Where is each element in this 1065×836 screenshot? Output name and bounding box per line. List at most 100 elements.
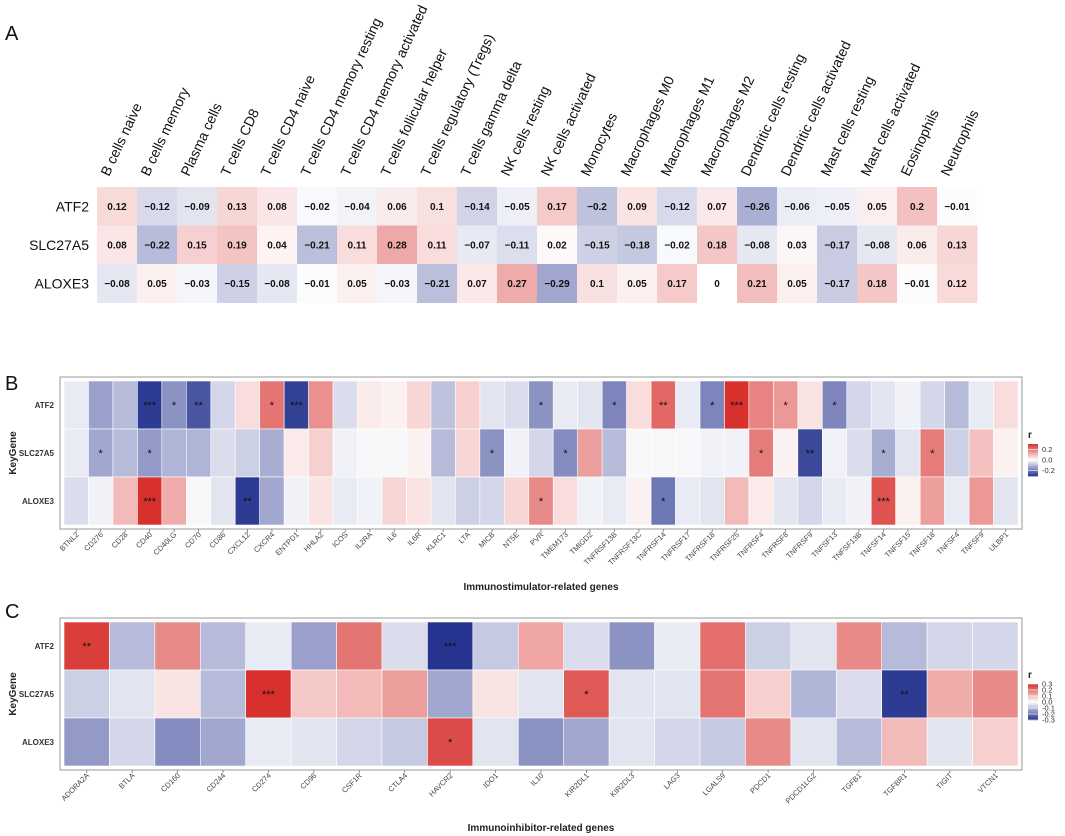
legend-swatch-b-14 — [1028, 458, 1038, 461]
cell-aloxe3-lag3 — [654, 717, 701, 767]
significance-slc27a5-kir2dl1: * — [584, 689, 589, 701]
value-label-atf2-t-cells-regulatory-tregs: 0.1 — [430, 202, 444, 213]
row-label-slc27a5: SLC27A5 — [19, 449, 55, 458]
cell-aloxe3-tgfbr1 — [881, 717, 928, 767]
cell-atf2-cd40lg — [161, 380, 187, 430]
cell-slc27a5-il6r — [406, 428, 432, 478]
column-label-csf1r: CSF1R — [340, 771, 364, 795]
cell-aloxe3-tnfrsf17 — [675, 476, 701, 526]
column-label-il10: IL10 — [529, 771, 546, 788]
cell-atf2-cd244 — [199, 621, 247, 671]
value-label-slc27a5-mast-cells-activated: −0.08 — [864, 240, 890, 251]
value-label-slc27a5-dendritic-cells-resting: −0.08 — [744, 240, 770, 251]
significance-aloxe3-cxcl12: ** — [243, 496, 252, 508]
cell-aloxe3-macrophages-m0 — [617, 264, 658, 303]
column-label-icos: ICOS — [330, 530, 349, 549]
column-label-il6: IL6 — [385, 530, 399, 544]
cell-atf2-btla — [109, 621, 156, 671]
significance-slc27a5-tnfsf18: * — [930, 448, 935, 460]
x-axis-title-b: Immunostimulator-related genes — [463, 582, 618, 593]
cell-slc27a5-tnfrsf17 — [675, 428, 701, 478]
cell-aloxe3-cxcr4 — [259, 476, 285, 526]
value-label-atf2-t-cells-cd4-naive: 0.08 — [267, 202, 287, 213]
legend-swatch-c-29 — [1028, 718, 1038, 721]
column-label-cxcl12: CXCL12 — [225, 530, 251, 556]
column-label-tnfsf18: TNFSF18 — [907, 530, 936, 559]
legend-swatch-b-6 — [1028, 450, 1038, 452]
cell-slc27a5-il10 — [517, 669, 565, 719]
cell-aloxe3-tnfrsf25 — [724, 476, 750, 526]
legend-swatch-b-1 — [1028, 445, 1038, 447]
cell-slc27a5-tigit — [926, 669, 973, 719]
significance-atf2-tnfrsf25: *** — [730, 400, 744, 412]
cell-aloxe3-cd160 — [154, 717, 201, 767]
cell-atf2-pdcd1 — [745, 621, 792, 671]
value-label-slc27a5-b-cells-naive: 0.08 — [107, 240, 127, 251]
cell-atf2-tnfrsf14 — [650, 380, 676, 430]
value-label-atf2-neutrophils: −0.01 — [944, 202, 970, 213]
significance-slc27a5-cd40: * — [147, 448, 152, 460]
cell-atf2-tnfsf13b — [846, 380, 872, 430]
value-label-atf2-macrophages-m0: 0.09 — [627, 202, 647, 213]
cell-aloxe3-il6 — [381, 476, 407, 526]
cell-atf2-nt5e — [504, 380, 530, 430]
value-label-slc27a5-macrophages-m2: 0.18 — [707, 240, 727, 251]
cell-slc27a5-cd28 — [112, 428, 138, 478]
cell-slc27a5-tnfrsf25 — [724, 428, 750, 478]
value-label-aloxe3-plasma-cells: −0.03 — [184, 279, 210, 290]
legend-swatch-c-6 — [1028, 691, 1038, 693]
value-label-aloxe3-nk-cells-resting: 0.27 — [507, 279, 527, 290]
legend-swatch-c-12 — [1028, 698, 1038, 700]
legend-swatch-c-2 — [1028, 686, 1038, 688]
column-label-micb: MICB — [477, 530, 497, 550]
cell-atf2-tnfrsf9 — [797, 380, 823, 430]
legend-swatch-b-15 — [1028, 460, 1038, 462]
cell-atf2-tmigd2 — [577, 380, 603, 430]
cell-atf2-tmem173 — [552, 380, 578, 430]
value-label-atf2-mast-cells-resting: −0.05 — [824, 202, 850, 213]
value-label-aloxe3-neutrophils: 0.12 — [947, 279, 967, 290]
cell-slc27a5-hhla2 — [308, 428, 334, 478]
cell-slc27a5-ctla4 — [381, 669, 428, 719]
cell-atf2-macrophages-m0 — [617, 187, 658, 226]
significance-atf2-pvr: * — [539, 400, 544, 412]
cell-aloxe3-tnfsf13b — [846, 476, 872, 526]
cell-aloxe3-btla — [109, 717, 156, 767]
column-label-b-cells-naive: B cells naive — [97, 100, 145, 178]
cell-slc27a5-b-cells-memory — [137, 225, 178, 265]
cell-slc27a5-btnl2 — [63, 428, 89, 478]
cell-atf2-mast-cells-resting — [817, 187, 858, 226]
cell-aloxe3-t-cells-regulatory-tregs — [417, 264, 458, 303]
y-axis-title-c: KeyGene — [8, 672, 19, 716]
significance-slc27a5-micb: * — [490, 448, 495, 460]
value-label-slc27a5-plasma-cells: 0.15 — [187, 240, 207, 251]
row-label-aloxe3: ALOXE3 — [22, 738, 55, 747]
column-label-cd28: CD28 — [110, 530, 130, 550]
value-label-aloxe3-eosinophils: −0.01 — [904, 279, 930, 290]
value-label-atf2-b-cells-memory: −0.12 — [144, 202, 170, 213]
legend-label-c-0: 0.3 — [1042, 680, 1052, 689]
cell-slc27a5-vtcn1 — [972, 669, 1019, 719]
cell-atf2-ulbp1 — [993, 380, 1019, 430]
cell-atf2-cd276 — [88, 380, 114, 430]
panel-label-c: C — [5, 601, 19, 623]
value-label-slc27a5-macrophages-m0: −0.18 — [624, 240, 650, 251]
cell-aloxe3-tnfrsf18 — [699, 476, 725, 526]
significance-slc27a5-tnfrsf9: ** — [806, 448, 815, 460]
cell-aloxe3-plasma-cells — [177, 264, 218, 303]
cell-aloxe3-klrc1 — [430, 476, 456, 526]
legend-swatch-c-25 — [1028, 714, 1038, 716]
cell-aloxe3-t-cells-gamma-delta — [457, 264, 498, 303]
value-label-atf2-b-cells-naive: 0.12 — [107, 202, 127, 213]
cell-slc27a5-kir2dl3 — [608, 669, 655, 719]
significance-aloxe3-tnfrsf14: * — [661, 496, 666, 508]
cell-aloxe3-tigit — [926, 717, 973, 767]
cell-atf2-klrc1 — [430, 380, 456, 430]
cell-slc27a5-t-cells-gamma-delta — [457, 225, 498, 265]
cell-atf2-btnl2 — [63, 380, 89, 430]
legend-swatch-b-2 — [1028, 446, 1038, 448]
cell-slc27a5-dendritic-cells-activated — [777, 225, 818, 265]
column-label-entpd1: ENTPD1 — [274, 530, 301, 557]
legend-swatch-b-22 — [1028, 467, 1038, 469]
